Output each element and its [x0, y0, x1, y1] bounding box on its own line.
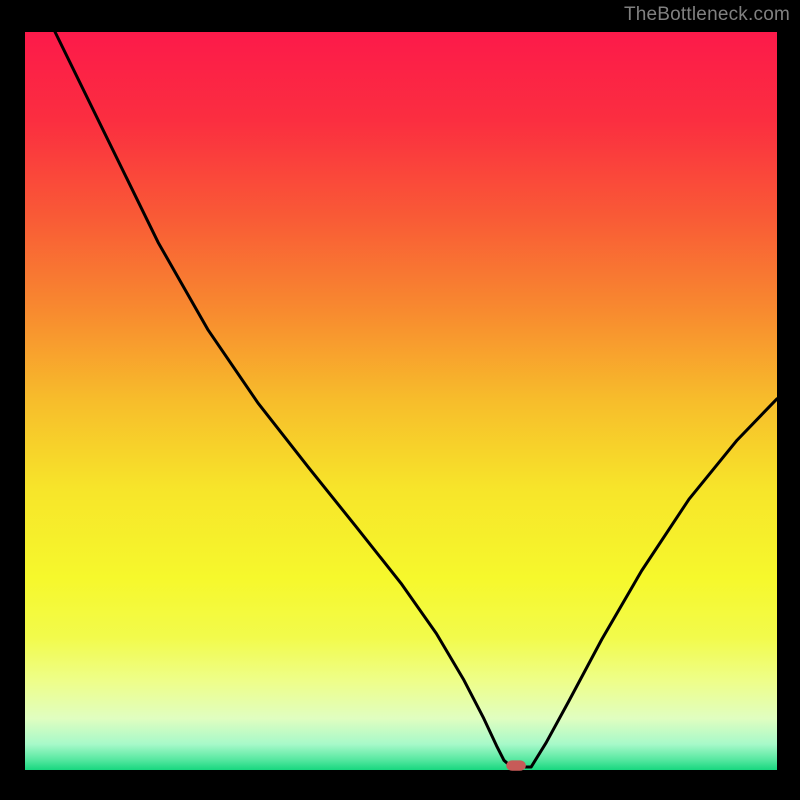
bottleneck-chart	[0, 0, 800, 800]
chart-container: TheBottleneck.com	[0, 0, 800, 800]
watermark-text: TheBottleneck.com	[624, 4, 790, 26]
optimal-marker	[506, 760, 526, 770]
